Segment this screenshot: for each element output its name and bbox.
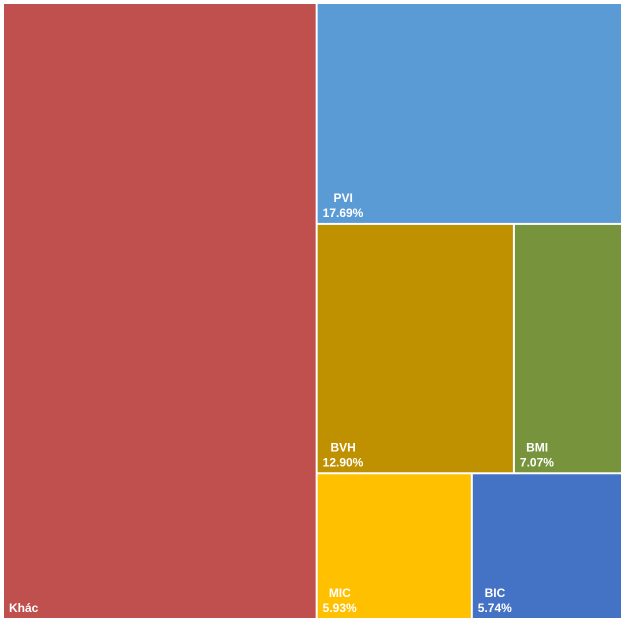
tile-label: BIC xyxy=(485,586,506,600)
value-label: 5.74% xyxy=(478,601,512,615)
value-label: 17.69% xyxy=(323,206,364,220)
tile xyxy=(317,4,621,223)
tile-label: Khác xyxy=(9,601,39,615)
tile-label: BVH xyxy=(330,440,355,454)
tile xyxy=(514,224,621,473)
value-label: 12.90% xyxy=(323,455,364,469)
tile xyxy=(472,474,621,618)
tile-label: MIC xyxy=(329,586,351,600)
tile-label: PVI xyxy=(333,191,352,205)
tile xyxy=(317,224,513,473)
value-label: 5.93% xyxy=(323,601,357,615)
value-label: 7.07% xyxy=(520,455,554,469)
tile xyxy=(317,474,471,618)
tile xyxy=(4,4,316,618)
tile-label: BMI xyxy=(526,440,548,454)
